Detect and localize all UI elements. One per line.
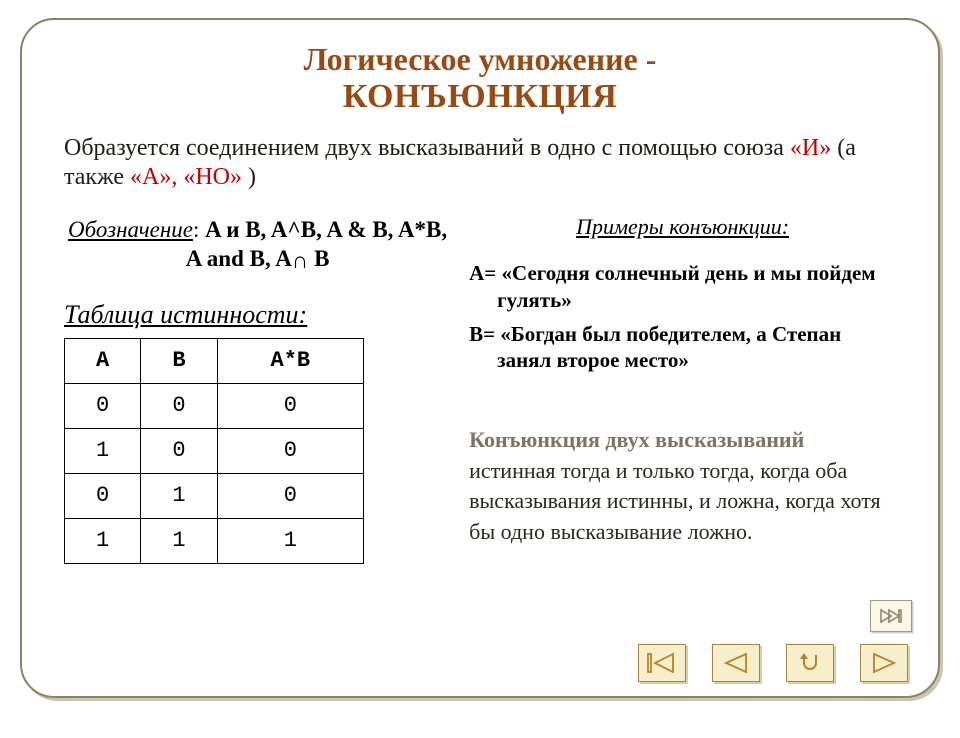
nav-bar — [638, 644, 908, 682]
slide-frame: Логическое умножение - КОНЪЮНКЦИЯ Образу… — [20, 18, 940, 698]
next-button[interactable] — [860, 644, 908, 682]
explain-rest: истинная тогда и только тогда, когда оба… — [469, 458, 881, 544]
explanation-text: Конъюнкция двух высказываний истинная то… — [469, 425, 896, 546]
table-row: 1 0 0 — [65, 428, 364, 473]
example-a-text: «Сегодня солнечный день и мы пойдем гуля… — [497, 261, 875, 311]
two-column-layout: Обозначение: A и B, A^B, A & B, A*B, A a… — [64, 214, 896, 564]
cell: 0 — [65, 383, 141, 428]
intro-post: ) — [242, 164, 256, 190]
cell: 0 — [217, 473, 363, 518]
cell: 1 — [65, 428, 141, 473]
return-icon — [794, 651, 826, 675]
example-b-label: B= — [469, 322, 500, 346]
notation-text-2: B — [308, 246, 329, 271]
external-next-button[interactable] — [870, 600, 912, 632]
cell: 1 — [141, 518, 217, 563]
left-column: Обозначение: A и B, A^B, A & B, A*B, A a… — [64, 214, 451, 564]
examples-title: Примеры конъюнкции: — [469, 214, 896, 240]
triangle-right-icon — [869, 652, 899, 674]
intro-union-a-no: «А», «НО» — [130, 164, 242, 190]
col-a-header: A — [65, 338, 141, 383]
notation-block: Обозначение: A и B, A^B, A & B, A*B, A a… — [64, 216, 451, 274]
cell: 1 — [141, 473, 217, 518]
truth-table-label: Таблица истинности: — [64, 300, 451, 330]
cell: 0 — [217, 383, 363, 428]
intro-text: Образуется соединением двух высказываний… — [64, 134, 896, 193]
triangle-left-icon — [721, 652, 751, 674]
notation-sep: : — [193, 217, 205, 242]
right-column: Примеры конъюнкции: A= «Сегодня солнечны… — [469, 214, 896, 564]
cell: 0 — [141, 428, 217, 473]
title-line-2: КОНЪЮНКЦИЯ — [64, 78, 896, 116]
intro-union-i: «И» — [790, 135, 831, 161]
table-row: 0 0 0 — [65, 383, 364, 428]
cell: 0 — [65, 473, 141, 518]
skip-back-icon — [647, 652, 677, 674]
col-result-header: A*B — [217, 338, 363, 383]
example-a: A= «Сегодня солнечный день и мы пойдем г… — [469, 260, 896, 313]
col-b-header: B — [141, 338, 217, 383]
truth-table: A B A*B 0 0 0 1 0 0 0 1 0 — [64, 338, 364, 564]
cell: 0 — [141, 383, 217, 428]
example-b-text: «Богдан был победителем, а Степан занял … — [497, 322, 841, 372]
skip-forward-icon — [879, 608, 903, 624]
notation-label: Обозначение — [68, 217, 193, 242]
table-row: 1 1 1 — [65, 518, 364, 563]
first-button[interactable] — [638, 644, 686, 682]
example-a-label: A= — [469, 261, 501, 285]
table-header-row: A B A*B — [65, 338, 364, 383]
cell: 1 — [217, 518, 363, 563]
cell: 0 — [217, 428, 363, 473]
title-line-1: Логическое умножение - — [64, 42, 896, 78]
example-b: B= «Богдан был победителем, а Степан зан… — [469, 321, 896, 374]
cell: 1 — [65, 518, 141, 563]
table-row: 0 1 0 — [65, 473, 364, 518]
slide-title: Логическое умножение - КОНЪЮНКЦИЯ — [64, 42, 896, 116]
intro-pre: Образуется соединением двух высказываний… — [64, 135, 790, 161]
intersection-symbol: ∩ — [292, 248, 309, 273]
return-button[interactable] — [786, 644, 834, 682]
prev-button[interactable] — [712, 644, 760, 682]
explain-lead: Конъюнкция двух высказываний — [469, 427, 804, 452]
